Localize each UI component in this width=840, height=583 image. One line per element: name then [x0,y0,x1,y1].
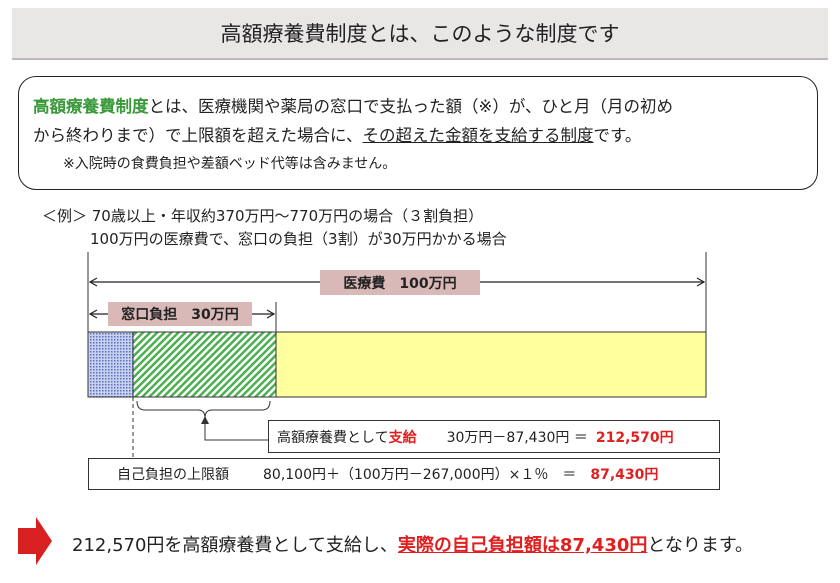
benefit-formula: 30万円－87,430円 ＝ [446,429,588,446]
conclusion-highlight: 実際の自己負担額は87,430円 [397,535,648,556]
definition-line-1: 高額療養費制度とは、医療機関や薬局の窓口で支払った額（※）が、ひと月（月の初め [33,93,673,117]
definition-box: 高額療養費制度とは、医療機関や薬局の窓口で支払った額（※）が、ひと月（月の初め … [18,76,818,190]
conclusion: 212,570円を高額療養費として支給し、実際の自己負担額は87,430円となり… [72,531,753,557]
arrow-up-icon [201,416,209,424]
definition-text: とは、医療機関や薬局の窓口で支払った額（※）が、ひと月（月の初め [148,97,674,116]
bar-insurance [275,331,707,398]
definition-note: ※入院時の食費負担や差額ベッド代等は含みません。 [63,156,397,172]
bar-self-pay-limit [87,331,134,398]
example-line-2: 100万円の医療費で、窓口の負担（3割）が30万円かかる場合 [90,230,507,248]
definition-text: です。 [593,126,642,145]
benefit-label: 高額療養費として [277,429,389,446]
page-title: 高額療養費制度とは、このような制度です [12,8,828,60]
example-line-1: ＜例＞ 70歳以上・年収約370万円～770万円の場合（３割負担） [42,207,484,225]
limit-result: 87,430円 [590,467,659,483]
benefit-label-red: 支給 [388,429,417,446]
limit-label: 自己負担の上限額 [117,467,229,483]
benefit-result: 212,570円 [595,429,674,446]
brace-icon [136,400,271,419]
pointer-line [204,420,268,441]
total-label: 医療費 100万円 [320,270,480,295]
benefit-box: 高額療養費として 支給 30万円－87,430円 ＝ 212,570円 [268,420,720,453]
conclusion-text: となります。 [647,535,754,556]
definition-text: から終わりまで）で上限額を超えた場合に、 [33,126,363,145]
arrow-right-icon [18,517,52,565]
definition-underlined: その超えた金額を支給する制度 [362,126,594,145]
window-label: 窓口負担 30万円 [108,302,252,326]
definition-line-2: から終わりまで）で上限額を超えた場合に、その超えた金額を支給する制度です。 [33,122,641,146]
conclusion-text: 212,570円を高額療養費として支給し、 [72,535,398,556]
definition-term: 高額療養費制度 [33,97,149,116]
limit-box: 自己負担の上限額 80,100円＋（100万円－267,000円）×１％ ＝ 8… [88,458,720,490]
limit-formula: 80,100円＋（100万円－267,000円）×１％ ＝ [263,467,577,483]
bar-benefit [132,331,277,398]
